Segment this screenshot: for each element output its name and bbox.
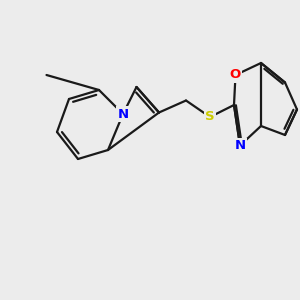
Text: N: N (117, 107, 129, 121)
Text: O: O (230, 68, 241, 82)
Text: S: S (205, 110, 215, 124)
Text: N: N (234, 139, 246, 152)
